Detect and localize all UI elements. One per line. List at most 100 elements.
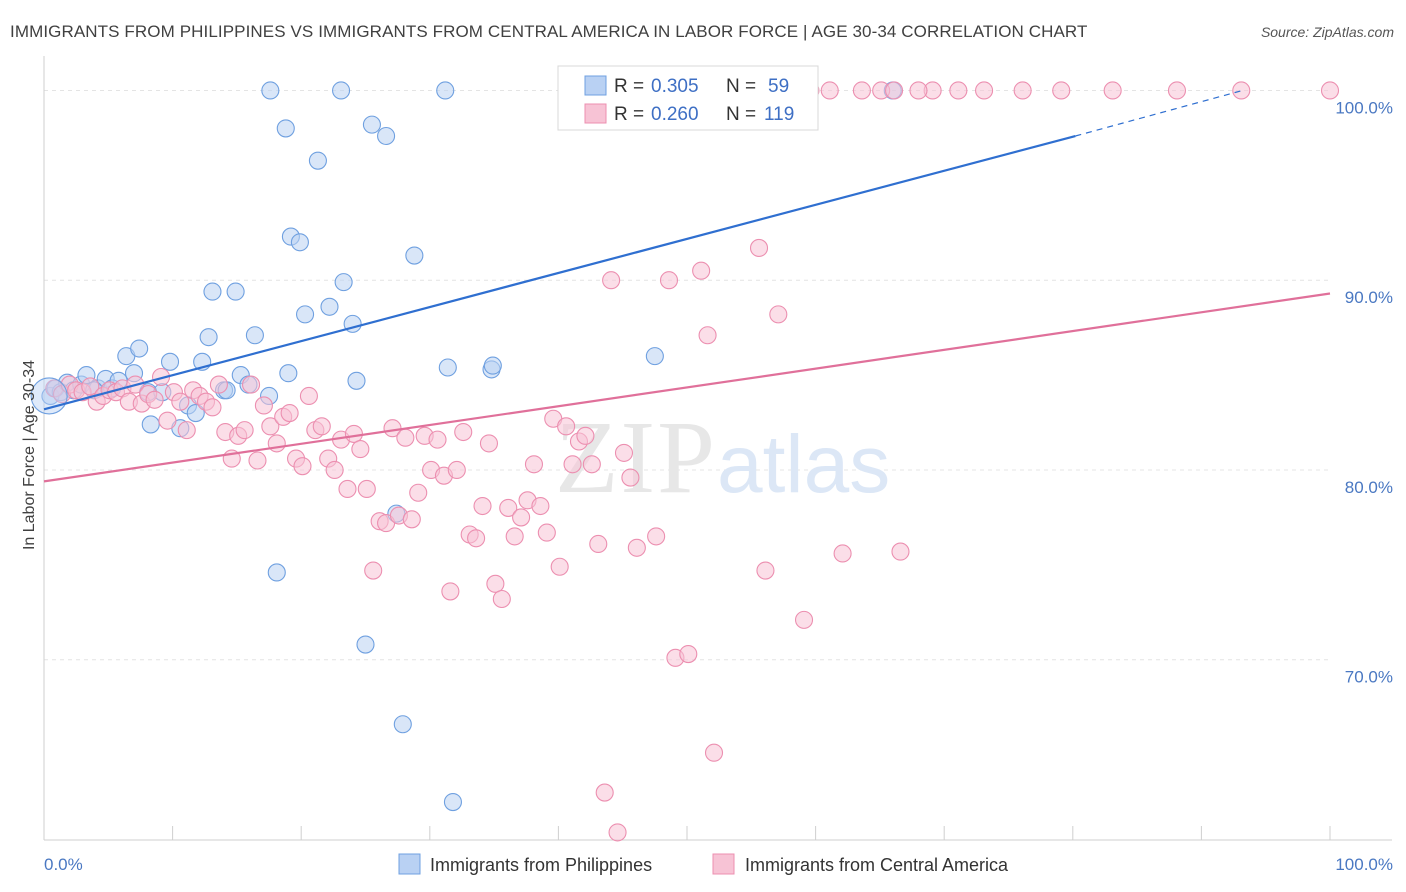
point-s1-100 xyxy=(756,561,775,580)
point-s1-19 xyxy=(171,392,190,411)
point-s1-107 xyxy=(833,544,852,563)
trend-lines xyxy=(43,89,1331,483)
watermark-zip: ZIP xyxy=(555,400,717,515)
point-s0-47 xyxy=(393,715,412,734)
point-s0-48 xyxy=(405,246,424,265)
legend-n-value-1: 59 xyxy=(768,76,789,97)
point-s1-43 xyxy=(325,460,344,480)
point-s0-22 xyxy=(203,282,222,301)
point-s1-72 xyxy=(512,508,531,527)
point-s1-99 xyxy=(749,238,769,258)
point-s1-82 xyxy=(576,426,595,445)
point-s0-30 xyxy=(261,81,280,100)
point-s1-116 xyxy=(1052,81,1071,100)
point-s1-63 xyxy=(454,422,473,442)
point-s1-46 xyxy=(344,424,363,443)
point-s1-59 xyxy=(428,430,447,449)
point-s1-48 xyxy=(357,479,376,499)
point-s1-102 xyxy=(769,305,788,324)
point-s0-31 xyxy=(267,563,286,582)
point-s1-36 xyxy=(280,403,299,423)
point-s1-120 xyxy=(1320,81,1340,100)
point-s0-36 xyxy=(296,305,315,324)
legend-n-label-1: N = xyxy=(726,76,756,97)
point-s1-61 xyxy=(441,582,460,601)
point-s1-91 xyxy=(647,527,666,546)
point-s1-67 xyxy=(479,434,499,453)
point-s1-106 xyxy=(820,81,839,100)
data-points xyxy=(30,81,1340,842)
point-s1-32 xyxy=(254,396,273,415)
legend-swatch-philippines xyxy=(584,75,607,96)
x-tick-labels: 0.0% 100.0% xyxy=(44,855,1393,874)
chart-title: IMMIGRANTS FROM PHILIPPINES VS IMMIGRANT… xyxy=(10,22,1088,41)
point-s0-14 xyxy=(141,415,160,434)
point-s0-53 xyxy=(483,356,502,375)
axes xyxy=(43,56,1392,841)
point-s1-90 xyxy=(627,538,646,557)
point-s1-47 xyxy=(351,440,370,459)
point-s0-39 xyxy=(332,81,351,100)
point-s1-55 xyxy=(402,510,421,529)
trend-line-0 xyxy=(43,134,1076,411)
series-label-philippines: Immigrants from Philippines xyxy=(430,855,652,875)
point-s0-25 xyxy=(226,282,245,301)
point-s1-104 xyxy=(794,610,814,629)
x-tick-label-1: 100.0% xyxy=(1335,855,1393,874)
point-s1-66 xyxy=(473,496,492,516)
y-tick-label-1: 90.0% xyxy=(1345,288,1393,307)
point-s1-124 xyxy=(909,81,928,100)
trend-extension-0 xyxy=(1075,89,1243,137)
point-s1-79 xyxy=(557,417,576,436)
legend-n-value-2: 119 xyxy=(764,104,794,125)
point-s1-5 xyxy=(81,377,100,396)
point-s1-80 xyxy=(563,455,582,474)
point-s1-71 xyxy=(505,527,524,546)
point-s1-85 xyxy=(595,783,614,802)
point-s1-41 xyxy=(312,417,331,436)
point-s1-87 xyxy=(608,823,627,842)
legend-n-label-2: N = xyxy=(726,104,756,125)
point-s1-117 xyxy=(1103,81,1122,100)
point-s1-115 xyxy=(1013,81,1032,100)
point-s0-55 xyxy=(645,347,664,366)
point-s1-24 xyxy=(203,398,222,417)
point-s1-33 xyxy=(261,417,280,436)
point-s0-37 xyxy=(308,151,327,170)
point-s1-96 xyxy=(698,326,717,345)
point-s1-111 xyxy=(891,542,910,561)
point-s0-40 xyxy=(334,273,353,292)
point-s1-74 xyxy=(524,455,544,474)
point-s1-29 xyxy=(235,421,254,440)
source-credit: Source: ZipAtlas.com xyxy=(1260,24,1394,40)
point-s0-33 xyxy=(279,364,298,383)
correlation-legend: R = 0.305 N = 59 R = 0.260 N = 119 xyxy=(557,65,819,131)
y-axis-label: In Labor Force | Age 30-34 xyxy=(21,360,38,550)
point-s0-12 xyxy=(130,339,149,358)
point-s0-28 xyxy=(245,326,264,345)
point-s1-54 xyxy=(396,428,415,447)
point-s0-16 xyxy=(160,352,180,371)
point-s1-15 xyxy=(145,390,164,409)
y-tick-label-3: 70.0% xyxy=(1345,668,1393,687)
point-s0-43 xyxy=(356,635,375,654)
y-tick-labels: 100.0% 90.0% 80.0% 70.0% xyxy=(1335,98,1393,686)
point-s1-68 xyxy=(486,574,505,593)
point-s1-31 xyxy=(248,451,267,470)
point-s0-49 xyxy=(436,81,455,100)
point-s1-65 xyxy=(467,529,486,548)
point-s1-92 xyxy=(659,271,679,290)
point-s1-89 xyxy=(621,468,640,487)
point-s1-119 xyxy=(1232,81,1251,100)
y-tick-label-2: 80.0% xyxy=(1345,478,1393,497)
series-swatch-philippines xyxy=(398,853,421,875)
legend-r-value-2: 0.260 xyxy=(651,104,699,125)
point-s1-94 xyxy=(679,644,698,664)
point-s1-30 xyxy=(241,375,261,394)
point-s0-45 xyxy=(377,126,396,146)
point-s1-84 xyxy=(589,534,608,554)
point-s1-114 xyxy=(975,81,994,100)
legend-r-label-1: R = xyxy=(614,76,644,97)
point-s1-95 xyxy=(692,261,711,280)
